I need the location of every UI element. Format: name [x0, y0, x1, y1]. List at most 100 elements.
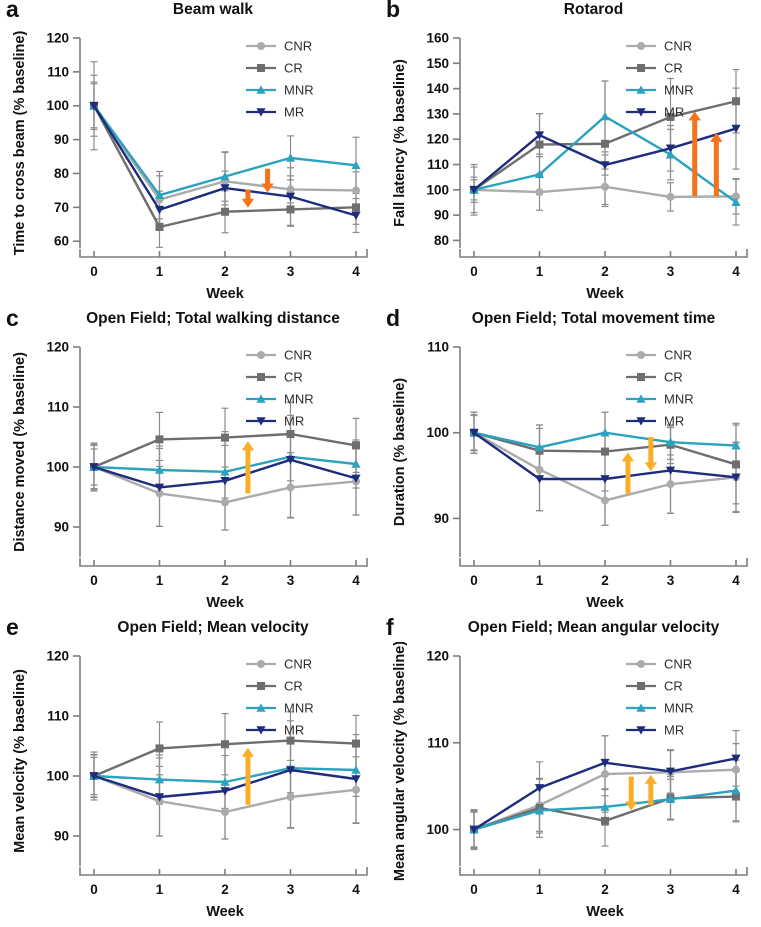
data-point-mnr — [220, 777, 230, 786]
arrow-head — [644, 774, 658, 784]
y-tick-label: 150 — [426, 56, 449, 71]
data-point-mnr — [220, 467, 230, 476]
data-point-mnr — [665, 794, 676, 803]
data-point-cnr — [601, 770, 609, 779]
data-point-mnr — [351, 459, 361, 468]
series-mr — [89, 456, 361, 492]
tick-labels: 90 100 110 120 0 1 2 3 4 — [46, 340, 360, 589]
significance-arrow-up — [621, 452, 635, 494]
panel-letter-d: d — [386, 305, 401, 331]
y-tick-label: 120 — [426, 649, 449, 664]
data-point-cnr — [666, 480, 675, 489]
y-axis-title: Fall latency (% baseline) — [392, 59, 408, 227]
data-point-mr — [285, 456, 296, 465]
legend-item-mr: MR — [626, 723, 684, 738]
y-tick-label: 100 — [46, 98, 69, 113]
legend-item-cnr: CNR — [626, 657, 692, 672]
legend-item-mnr: MNR — [626, 701, 694, 716]
data-point-mnr — [731, 785, 741, 795]
arrow-head — [625, 801, 638, 811]
legend-marker-triangle-down — [256, 108, 266, 117]
data-point-mnr — [220, 171, 230, 181]
significance-arrow-up — [710, 132, 723, 197]
series-cnr — [90, 463, 360, 507]
legend-item-cr: CR — [246, 370, 303, 385]
error-bars — [90, 401, 360, 531]
legend-item-cr: CR — [626, 679, 683, 694]
x-axis-title-text: Week — [586, 904, 625, 920]
x-tick-label: 4 — [352, 264, 360, 279]
panel-title-movement-time: Open Field; Total movement time — [471, 310, 716, 327]
data-point-cnr — [221, 808, 229, 816]
legend-item-mnr: MNR — [246, 701, 314, 716]
y-tick-label: 110 — [47, 709, 69, 724]
x-axis-title: Week — [206, 595, 245, 611]
legend-marker-triangle-up — [256, 85, 266, 94]
data-point-mnr — [731, 197, 741, 207]
data-point-cnr — [732, 765, 740, 774]
panel-title-mean-angular-velocity: Open Field; Mean angular velocity — [467, 619, 720, 636]
legend-item-cnr: CNR — [246, 348, 312, 363]
legend-marker-triangle-down — [636, 417, 646, 426]
x-tick-label: 0 — [90, 573, 98, 588]
y-tick-label: 120 — [46, 31, 69, 46]
legend-item-mr: MR — [246, 105, 304, 120]
x-tick-label: 4 — [732, 264, 740, 279]
data-point-mr — [469, 186, 479, 195]
panel-title-rotarod: Rotarod — [563, 1, 624, 18]
x-tick-label: 0 — [90, 882, 98, 897]
legend-label: MR — [284, 723, 304, 738]
panel-d: d Open Field; Total movement time 90 100 1… — [380, 305, 761, 618]
y-axis-title: Mean velocity (% baseline) — [12, 669, 28, 853]
legend-marker-triangle-up — [256, 394, 266, 403]
x-tick-label: 0 — [470, 264, 478, 279]
significance-arrow-down — [625, 776, 638, 811]
legend-label: MR — [284, 414, 304, 429]
data-point-mr — [731, 473, 741, 482]
panel-title-beam-walk: Beam walk — [172, 1, 254, 18]
x-tick-label: 3 — [287, 882, 295, 897]
arrow-head — [241, 441, 255, 451]
axes — [453, 655, 748, 876]
y-axis-title-text: Mean angular velocity (% baseline) — [392, 642, 408, 881]
y-tick-label: 80 — [434, 233, 449, 248]
data-point-mnr — [731, 440, 741, 450]
x-axis-title: Week — [586, 595, 625, 611]
x-axis-title: Week — [586, 904, 625, 920]
data-point-cr — [286, 205, 295, 214]
legend: CNR CR MNR MR — [626, 348, 694, 429]
x-tick-label: 3 — [667, 882, 675, 897]
x-axis-title: Week — [206, 286, 245, 302]
x-tick-label: 1 — [156, 264, 164, 279]
legend-label: CNR — [284, 39, 312, 54]
x-tick-label: 1 — [156, 882, 164, 897]
data-point-cnr — [221, 498, 229, 507]
legend-marker-triangle-up — [256, 703, 266, 712]
data-point-mr — [534, 131, 545, 140]
data-point-mr — [731, 754, 741, 763]
legend-marker-square — [637, 64, 645, 72]
data-point-mnr — [534, 442, 545, 452]
y-tick-label: 90 — [434, 208, 449, 223]
x-axis-line — [79, 867, 368, 876]
axes — [73, 655, 368, 876]
legend-item-cr: CR — [626, 61, 683, 76]
legend: CNR CR MNR MR — [626, 657, 694, 738]
x-axis-title-text: Week — [586, 286, 625, 302]
axes — [73, 37, 368, 258]
legend-item-cr: CR — [626, 370, 683, 385]
y-tick-label: 120 — [426, 132, 449, 147]
x-tick-label: 0 — [90, 264, 98, 279]
legend-marker-triangle-up — [636, 85, 646, 94]
chart-movement-time: 90 100 110 0 1 2 3 4 Week Duration (% baseline) CN… — [392, 340, 748, 611]
data-point-cr — [601, 816, 609, 825]
y-tick-label: 100 — [426, 425, 449, 440]
legend-item-mr: MR — [246, 723, 304, 738]
x-axis-title-text: Week — [206, 286, 245, 302]
data-point-mnr — [154, 775, 165, 784]
x-tick-label: 2 — [601, 264, 609, 279]
legend-item-cnr: CNR — [626, 348, 692, 363]
x-tick-label: 1 — [536, 882, 544, 897]
x-axis-line — [79, 249, 368, 258]
